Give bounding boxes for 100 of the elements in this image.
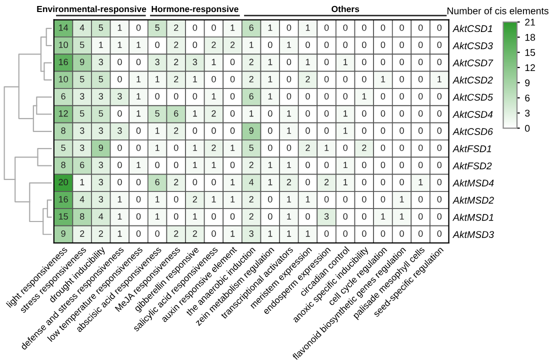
data-label: 1 — [212, 58, 216, 66]
data-label: 1 — [156, 213, 160, 220]
data-label: 9 — [98, 144, 103, 151]
data-label: 0 — [212, 178, 216, 186]
data-label: 1 — [287, 110, 292, 117]
data-label: 3 — [249, 230, 254, 237]
data-label: 0 — [380, 196, 386, 202]
data-label: 1 — [306, 24, 310, 31]
data-label: 2 — [249, 196, 254, 202]
data-label: 0 — [343, 24, 348, 31]
data-label: 0 — [118, 178, 122, 186]
y-tick-label: AktMSD4 — [452, 179, 494, 187]
data-label: 0 — [268, 196, 272, 202]
data-label: 0 — [268, 110, 272, 117]
y-tick-label: AktMSD3 — [452, 230, 494, 238]
data-label: 0 — [437, 127, 442, 134]
data-label: 0 — [380, 110, 386, 117]
data-label: 2 — [174, 76, 178, 82]
data-label: 3 — [324, 213, 329, 220]
data-label: 0 — [343, 196, 348, 202]
text: Hormone-responsive — [152, 6, 238, 14]
data-label: 0 — [380, 58, 386, 66]
data-label: 1 — [344, 128, 348, 134]
data-label: 1 — [268, 58, 272, 66]
data-label: 10 — [58, 76, 68, 82]
data-label: 0 — [400, 93, 404, 100]
data-label: 3 — [155, 58, 160, 66]
data-label: 12 — [58, 110, 68, 117]
data-label: 3 — [98, 58, 104, 66]
data-label: 0 — [418, 58, 423, 66]
data-label: 0 — [230, 162, 235, 168]
data-label: 0 — [136, 144, 141, 151]
data-label: 1 — [212, 196, 216, 202]
data-label: 0 — [306, 162, 310, 168]
data-label: 4 — [80, 196, 84, 202]
data-label: 0 — [380, 24, 386, 31]
data-label: 1 — [193, 162, 198, 168]
data-label: 0 — [343, 144, 348, 151]
data-label: 1 — [230, 179, 235, 186]
data-label: 0 — [362, 76, 366, 82]
data-label: 0 — [268, 144, 272, 151]
data-label: 1 — [193, 213, 198, 220]
data-label: 0 — [437, 213, 442, 220]
data-label: 0 — [192, 127, 198, 134]
data-label: 1 — [156, 196, 160, 202]
data-label: 0 — [306, 178, 310, 186]
data-label: 9 — [61, 230, 66, 237]
data-label: 6 — [174, 110, 178, 117]
data-label: 1 — [136, 76, 141, 82]
text: Others — [332, 6, 360, 12]
data-label: 0 — [155, 230, 160, 237]
data-label: 0 — [324, 93, 329, 100]
data-label: 1 — [418, 179, 423, 186]
data-label: 1 — [250, 42, 254, 48]
data-label: 1 — [250, 110, 254, 117]
data-label: 0 — [380, 127, 386, 134]
data-label: 0 — [437, 196, 442, 202]
data-label: 0 — [212, 213, 216, 220]
data-label: 1 — [287, 162, 292, 168]
y-tick-label: AktCSD6 — [452, 128, 493, 136]
data-label: 1 — [306, 196, 310, 202]
data-label: 1 — [136, 93, 141, 100]
data-label: 0 — [306, 127, 310, 134]
data-label: 0 — [155, 93, 160, 100]
data-label: 8 — [80, 213, 84, 220]
data-label: 0 — [286, 24, 292, 31]
data-label: 0 — [136, 196, 141, 202]
data-label: 0 — [306, 213, 310, 220]
data-label: 0 — [362, 127, 366, 134]
data-label: 0 — [306, 110, 310, 117]
data-label: 0 — [324, 24, 329, 31]
data-label: 3 — [98, 178, 104, 186]
data-label: 0 — [324, 127, 329, 134]
data-label: 0 — [400, 230, 404, 237]
data-label: 1 — [230, 24, 235, 31]
data-label: 2 — [249, 162, 254, 168]
data-label: 0 — [362, 213, 366, 220]
data-label: 5 — [155, 24, 160, 31]
data-label: 0 — [324, 230, 329, 237]
data-label: 0 — [155, 42, 160, 48]
data-label: 0 — [155, 162, 160, 168]
data-label: 6 — [249, 24, 254, 31]
data-label: 0 — [400, 42, 404, 48]
data-label: 2 — [212, 110, 216, 117]
data-label: 0 — [343, 42, 348, 48]
data-label: 0 — [268, 42, 272, 48]
data-label: 1 — [268, 93, 272, 100]
data-label: 5 — [98, 76, 104, 82]
data-label: 6 — [249, 93, 254, 100]
data-label: 1 — [230, 196, 235, 202]
data-label: 5 — [98, 110, 104, 117]
data-label: 0 — [437, 162, 442, 168]
data-label: 0 — [400, 162, 404, 168]
data-label: 1 — [287, 128, 292, 134]
data-label: 0 — [174, 144, 178, 151]
data-label: 0 — [324, 42, 329, 48]
data-label: 10 — [58, 42, 68, 48]
data-label: 0 — [437, 42, 442, 48]
data-label: 1 — [118, 24, 122, 31]
data-label: 1 — [193, 76, 198, 82]
